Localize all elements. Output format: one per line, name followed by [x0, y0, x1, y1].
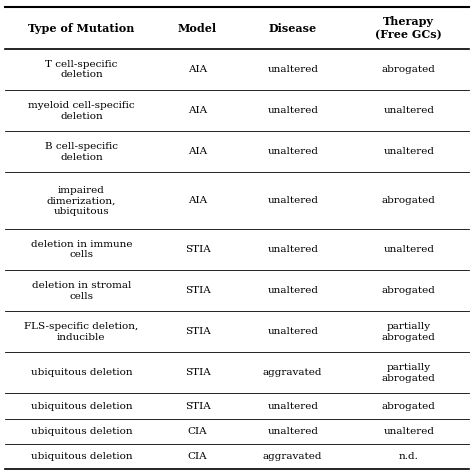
Text: abrogated: abrogated	[382, 196, 436, 205]
Text: partially
abrogated: partially abrogated	[382, 322, 436, 342]
Text: unaltered: unaltered	[383, 106, 434, 115]
Text: AIA: AIA	[188, 196, 207, 205]
Text: FLS-specific deletion,
inducible: FLS-specific deletion, inducible	[24, 322, 138, 342]
Text: ubiquitous deletion: ubiquitous deletion	[31, 427, 132, 436]
Text: unaltered: unaltered	[267, 328, 318, 337]
Text: T cell-specific
deletion: T cell-specific deletion	[45, 60, 118, 80]
Text: AIA: AIA	[188, 147, 207, 156]
Text: Disease: Disease	[269, 23, 317, 34]
Text: aggravated: aggravated	[263, 452, 322, 461]
Text: STIA: STIA	[185, 401, 210, 410]
Text: unaltered: unaltered	[267, 401, 318, 410]
Text: deletion in immune
cells: deletion in immune cells	[31, 240, 132, 259]
Text: unaltered: unaltered	[383, 245, 434, 254]
Text: STIA: STIA	[185, 368, 210, 377]
Text: deletion in stromal
cells: deletion in stromal cells	[32, 281, 131, 301]
Text: ubiquitous deletion: ubiquitous deletion	[31, 401, 132, 410]
Text: abrogated: abrogated	[382, 65, 436, 74]
Text: partially
abrogated: partially abrogated	[382, 363, 436, 383]
Text: Type of Mutation: Type of Mutation	[28, 23, 135, 34]
Text: abrogated: abrogated	[382, 401, 436, 410]
Text: B cell-specific
deletion: B cell-specific deletion	[45, 142, 118, 162]
Text: unaltered: unaltered	[383, 147, 434, 156]
Text: abrogated: abrogated	[382, 286, 436, 295]
Text: unaltered: unaltered	[383, 427, 434, 436]
Text: STIA: STIA	[185, 328, 210, 337]
Text: aggravated: aggravated	[263, 368, 322, 377]
Text: STIA: STIA	[185, 245, 210, 254]
Text: ubiquitous deletion: ubiquitous deletion	[31, 452, 132, 461]
Text: n.d.: n.d.	[399, 452, 419, 461]
Text: Model: Model	[178, 23, 217, 34]
Text: STIA: STIA	[185, 286, 210, 295]
Text: myeloid cell-specific
deletion: myeloid cell-specific deletion	[28, 101, 135, 120]
Text: unaltered: unaltered	[267, 196, 318, 205]
Text: AIA: AIA	[188, 65, 207, 74]
Text: CIA: CIA	[188, 427, 207, 436]
Text: unaltered: unaltered	[267, 427, 318, 436]
Text: CIA: CIA	[188, 452, 207, 461]
Text: unaltered: unaltered	[267, 106, 318, 115]
Text: Therapy
(Free GCs): Therapy (Free GCs)	[375, 16, 442, 40]
Text: unaltered: unaltered	[267, 147, 318, 156]
Text: unaltered: unaltered	[267, 65, 318, 74]
Text: ubiquitous deletion: ubiquitous deletion	[31, 368, 132, 377]
Text: unaltered: unaltered	[267, 245, 318, 254]
Text: AIA: AIA	[188, 106, 207, 115]
Text: unaltered: unaltered	[267, 286, 318, 295]
Text: impaired
dimerization,
ubiquitous: impaired dimerization, ubiquitous	[47, 186, 116, 216]
